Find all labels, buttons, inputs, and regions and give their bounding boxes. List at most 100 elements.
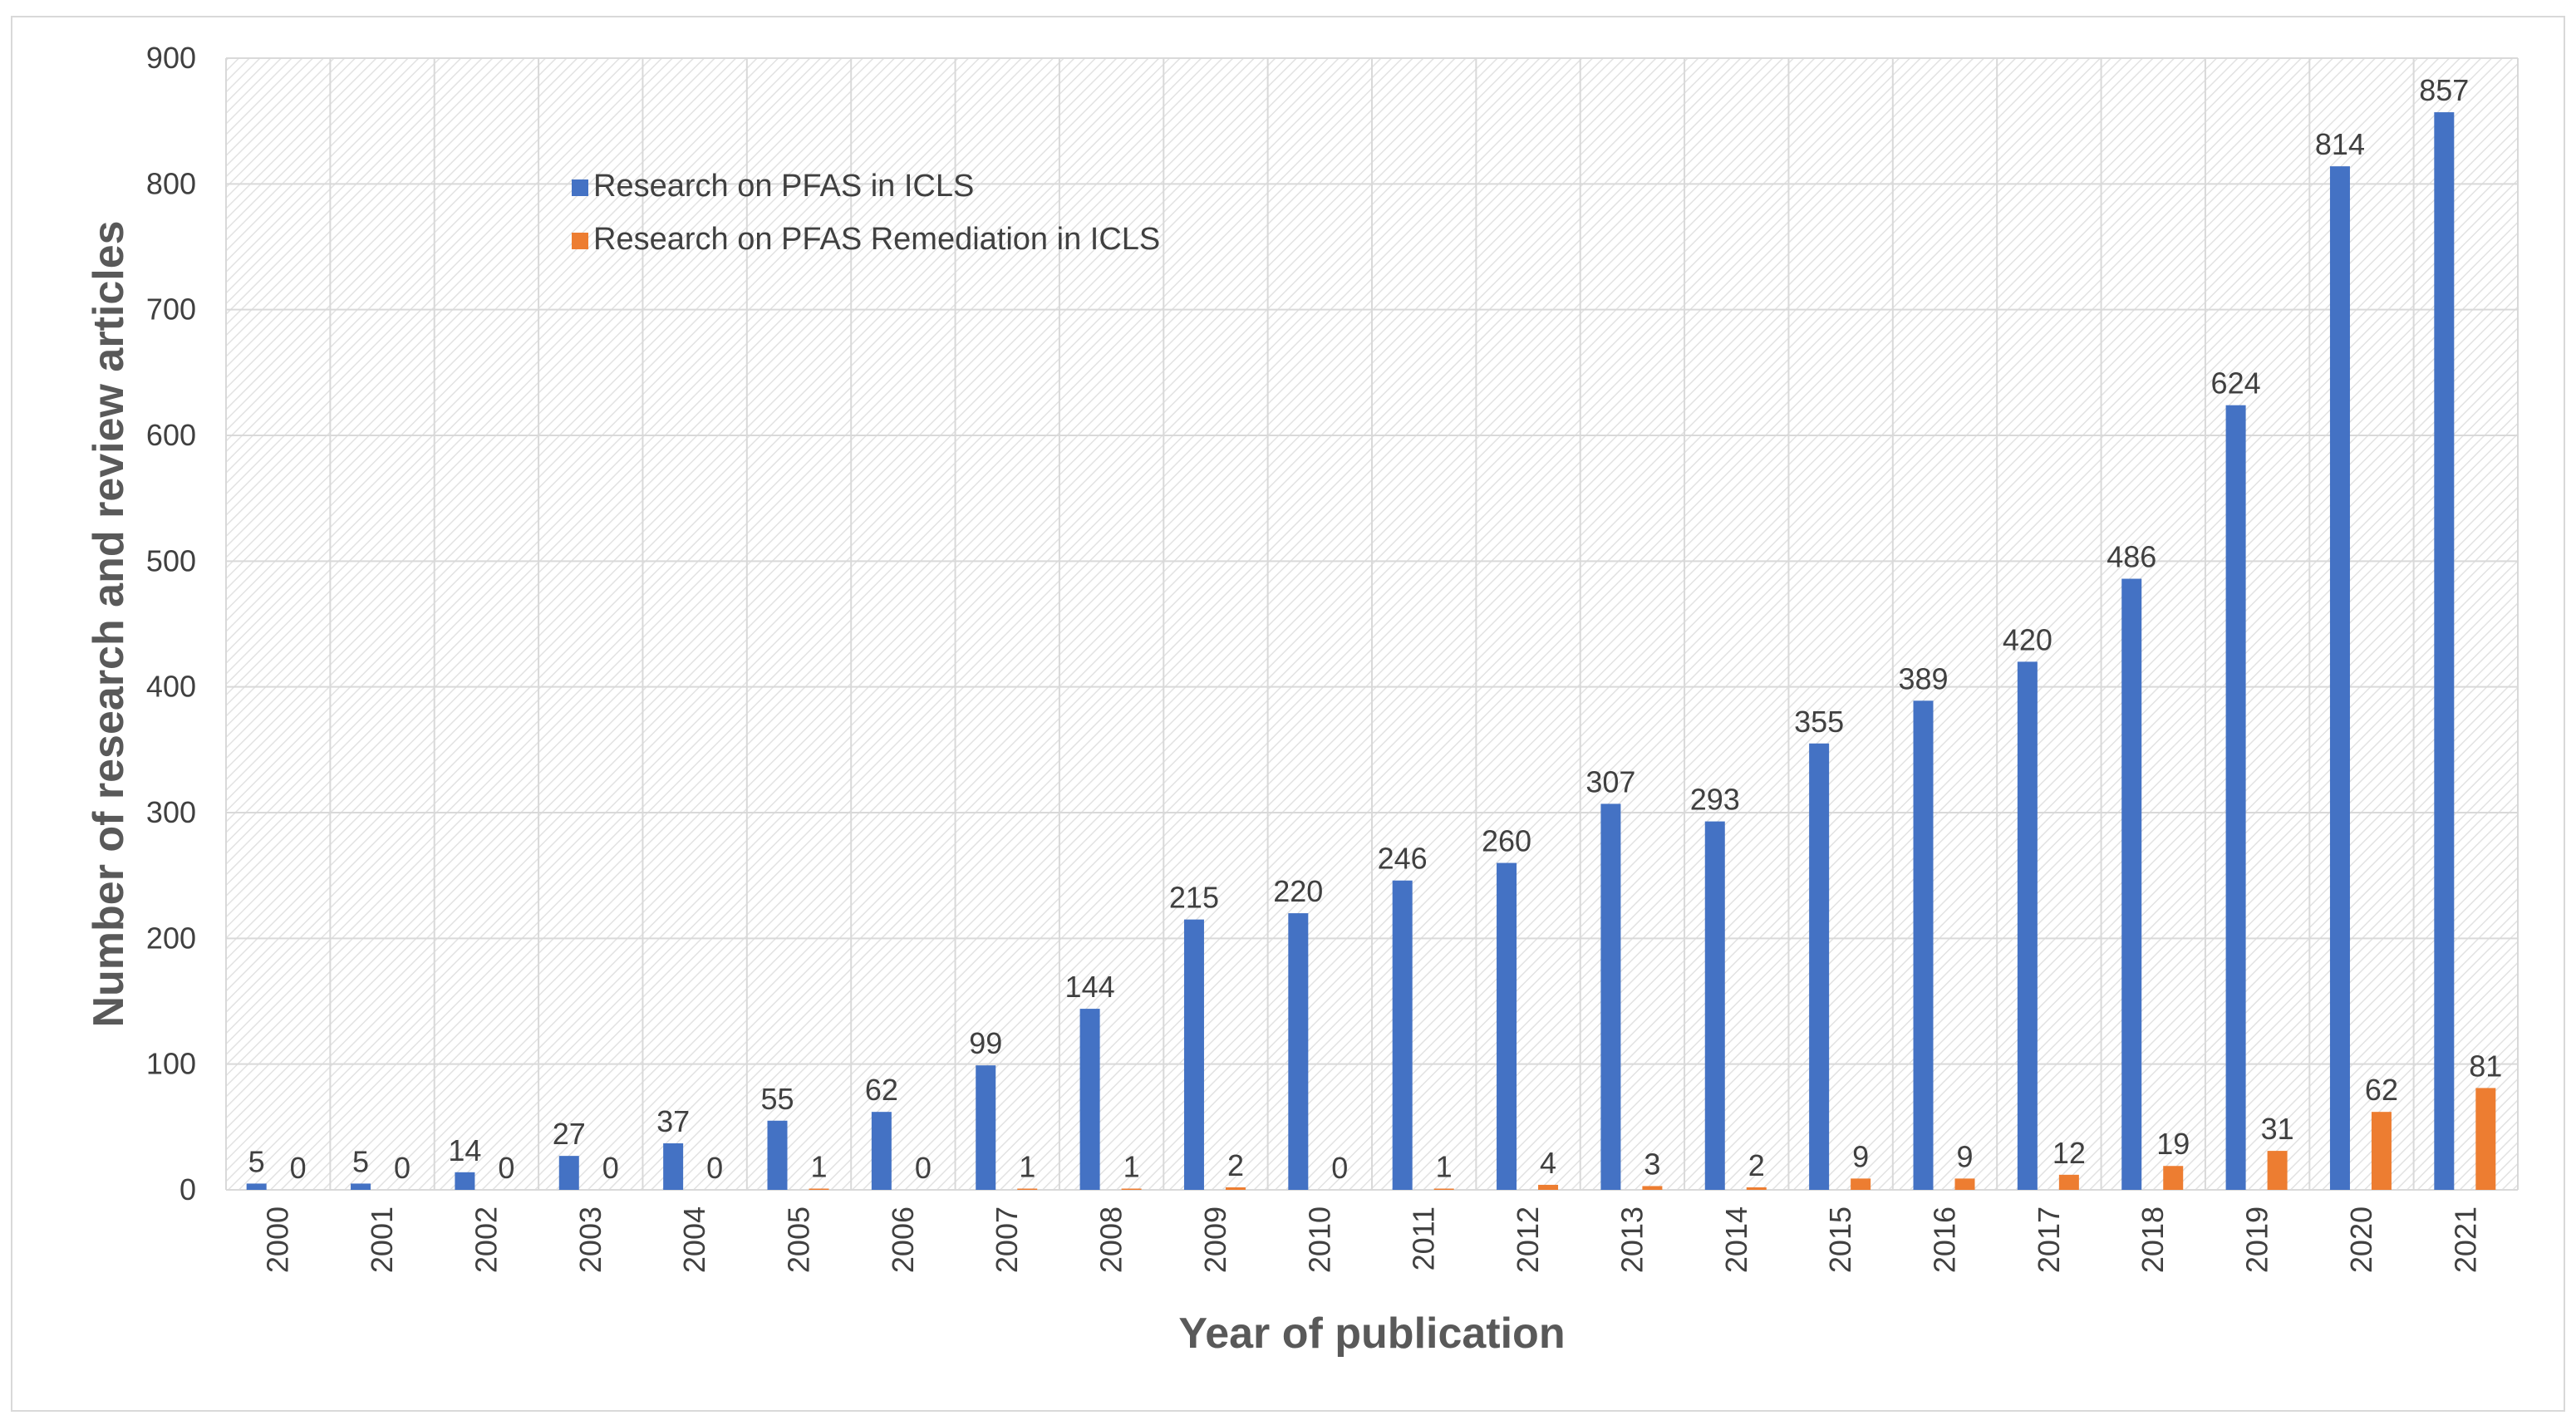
data-label-remediation: 1 [1436, 1149, 1453, 1183]
data-label-pfas: 246 [1378, 842, 1428, 876]
data-label-remediation: 0 [915, 1151, 932, 1185]
data-label-remediation: 81 [2469, 1049, 2502, 1083]
y-tick-label: 700 [146, 292, 196, 327]
bar-pfas [1913, 700, 1934, 1190]
legend-label: Research on PFAS Remediation in ICLS [593, 222, 1160, 257]
x-tick-label: 2017 [2032, 1206, 2066, 1273]
bar-remediation [2163, 1166, 2184, 1190]
legend-label: Research on PFAS in ICLS [593, 169, 974, 204]
data-label-remediation: 0 [706, 1151, 723, 1185]
bar-pfas [767, 1120, 788, 1190]
data-label-pfas: 55 [760, 1082, 794, 1116]
legend: Research on PFAS in ICLS Research on PFAS… [572, 169, 1160, 257]
x-tick-label: 2000 [261, 1206, 295, 1273]
data-label-pfas: 307 [1585, 764, 1635, 798]
bars [246, 112, 2496, 1190]
y-axis-ticks: 0 100 200 300 400 500 600 700 800 900 [146, 41, 196, 1206]
data-label-pfas: 420 [2003, 622, 2052, 656]
x-tick-label: 2015 [1823, 1206, 1857, 1273]
x-tick-label: 2007 [990, 1206, 1024, 1273]
x-tick-label: 2018 [2136, 1206, 2170, 1273]
bar-pfas [455, 1172, 475, 1190]
bar-pfas [1809, 743, 1830, 1190]
bar-pfas [1497, 862, 1517, 1190]
x-tick-label: 2005 [782, 1206, 816, 1273]
x-tick-label: 2021 [2448, 1206, 2482, 1273]
y-tick-label: 300 [146, 795, 196, 829]
x-tick-label: 2020 [2344, 1206, 2378, 1273]
x-tick-label: 2014 [1719, 1206, 1753, 1273]
data-label-pfas: 293 [1690, 783, 1740, 817]
y-tick-label: 500 [146, 543, 196, 577]
data-label-pfas: 99 [969, 1026, 1002, 1060]
x-tick-label: 2001 [365, 1206, 399, 1273]
data-label-remediation: 0 [498, 1151, 514, 1185]
data-labels: 5 0 5 0140270370551620991144121522200246126… [248, 73, 2503, 1185]
bar-remediation [1642, 1186, 1663, 1190]
data-label-pfas: 5 [248, 1144, 265, 1178]
data-label-pfas: 215 [1169, 881, 1219, 915]
y-tick-label: 400 [146, 670, 196, 704]
x-tick-label: 2006 [886, 1206, 920, 1273]
x-tick-label: 2013 [1615, 1206, 1649, 1273]
y-tick-label: 900 [146, 41, 196, 75]
bar-remediation [2371, 1112, 2392, 1190]
bar-remediation [1746, 1187, 1767, 1190]
bar-pfas [2225, 405, 2246, 1190]
y-tick-label: 100 [146, 1047, 196, 1081]
legend-swatch [572, 233, 588, 249]
bar-pfas [1288, 913, 1309, 1190]
bar-pfas [351, 1183, 371, 1190]
y-tick-label: 600 [146, 418, 196, 452]
y-axis-title: Number of research and review articles [85, 220, 133, 1027]
bar-pfas [1079, 1009, 1100, 1190]
data-label-pfas: 260 [1482, 824, 1531, 858]
data-label-pfas: 389 [1898, 661, 1948, 695]
data-label-remediation: 1 [1019, 1149, 1035, 1183]
data-label-remediation: 4 [1540, 1146, 1556, 1180]
data-label-remediation: 19 [2156, 1127, 2190, 1161]
x-tick-label: 2012 [1511, 1206, 1545, 1273]
data-label-pfas: 814 [2315, 127, 2365, 161]
data-label-remediation: 0 [602, 1151, 619, 1185]
data-label-pfas: 144 [1065, 970, 1115, 1004]
x-tick-label: 2019 [2240, 1206, 2274, 1273]
legend-swatch [572, 179, 588, 196]
x-tick-label: 2010 [1302, 1206, 1336, 1273]
data-label-remediation: 2 [1748, 1148, 1765, 1182]
data-label-remediation: 9 [1956, 1139, 1973, 1173]
data-label-pfas: 624 [2211, 366, 2261, 400]
bar-remediation [1121, 1188, 1142, 1190]
bar-remediation [1433, 1188, 1454, 1190]
data-label-remediation: 9 [1852, 1139, 1869, 1173]
bar-pfas [1600, 803, 1621, 1190]
data-label-remediation: 1 [1123, 1149, 1140, 1183]
bar-pfas [1392, 880, 1413, 1190]
bar-pfas [871, 1112, 892, 1190]
bar-remediation [1225, 1187, 1246, 1190]
bar-pfas [1704, 821, 1725, 1190]
bar-pfas [2434, 112, 2455, 1190]
data-label-remediation: 3 [1644, 1147, 1660, 1181]
data-label-remediation: 2 [1227, 1148, 1244, 1182]
data-label-pfas: 857 [2419, 73, 2469, 107]
bar-remediation [2267, 1151, 2288, 1190]
data-label-pfas: 14 [448, 1133, 481, 1167]
bar-pfas [976, 1065, 996, 1190]
x-tick-label: 2011 [1407, 1206, 1441, 1270]
data-label-pfas: 220 [1273, 874, 1323, 908]
bar-pfas [558, 1156, 579, 1190]
y-tick-label: 200 [146, 921, 196, 955]
x-axis-ticks: 2000 2001 2002 2003 2004 2005 2006 2007 2008 2009… [261, 1206, 2483, 1273]
x-tick-label: 2016 [1928, 1206, 1962, 1273]
data-label-pfas: 37 [656, 1104, 690, 1138]
bar-pfas [246, 1183, 267, 1190]
x-tick-label: 2009 [1198, 1206, 1232, 1273]
data-label-remediation: 31 [2261, 1112, 2294, 1146]
bar-pfas [2329, 166, 2350, 1190]
chart-border [11, 16, 2565, 1412]
bar-remediation [1538, 1184, 1559, 1190]
data-label-remediation: 1 [810, 1149, 827, 1183]
data-label-remediation: 12 [2052, 1136, 2086, 1170]
